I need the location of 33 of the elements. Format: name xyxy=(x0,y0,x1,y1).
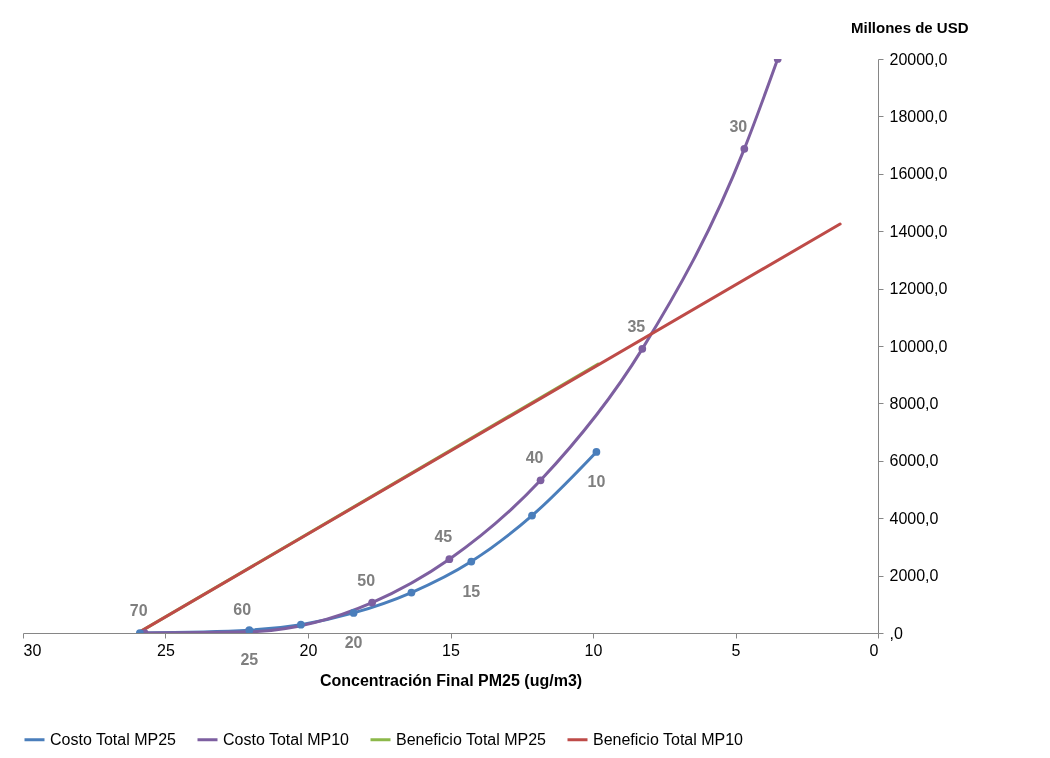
legend-label: Beneficio Total MP10 xyxy=(593,730,744,748)
y-tick-label: 20000,0 xyxy=(889,50,948,68)
x-tick-label: 15 xyxy=(442,641,460,659)
annotation: 15 xyxy=(462,582,481,600)
annotation: 10 xyxy=(587,472,606,490)
x-tick-label: 5 xyxy=(731,641,741,659)
y-axis-title: Millones de USD xyxy=(850,18,969,36)
y-tick-label: ,0 xyxy=(889,624,903,642)
y-tick-label: 14000,0 xyxy=(889,222,948,240)
x-axis-title: Concentración Final PM25 (ug/m3) xyxy=(319,671,583,689)
y-tick-label: 16000,0 xyxy=(889,165,948,183)
annotation: 50 xyxy=(357,571,376,589)
legend-label: Costo Total MP10 xyxy=(223,730,350,748)
y-tick-label: 8000,0 xyxy=(889,394,939,412)
x-tick-label: 0 xyxy=(869,641,879,659)
x-tick-label: 10 xyxy=(584,641,603,659)
legend-label: Costo Total MP25 xyxy=(50,730,177,748)
annotation: 60 xyxy=(233,600,252,618)
y-tick-label: 10000,0 xyxy=(889,337,948,355)
annotation: 70 xyxy=(129,602,148,619)
annotation: 45 xyxy=(434,528,453,546)
y-tick-label: 6000,0 xyxy=(889,452,939,470)
x-tick-label: 20 xyxy=(299,641,318,659)
annotation: 30 xyxy=(729,117,748,135)
y-tick-label: 4000,0 xyxy=(889,509,939,527)
x-tick-label: 25 xyxy=(157,641,175,659)
annotation: 35 xyxy=(627,317,646,335)
y-tick-label: 18000,0 xyxy=(889,107,948,125)
y-tick-label: 12000,0 xyxy=(889,280,948,298)
annotation: 40 xyxy=(525,449,544,467)
x-tick-label: 30 xyxy=(23,641,42,659)
legend-label: Beneficio Total MP25 xyxy=(396,730,547,748)
y-tick-label: 2000,0 xyxy=(889,567,939,585)
